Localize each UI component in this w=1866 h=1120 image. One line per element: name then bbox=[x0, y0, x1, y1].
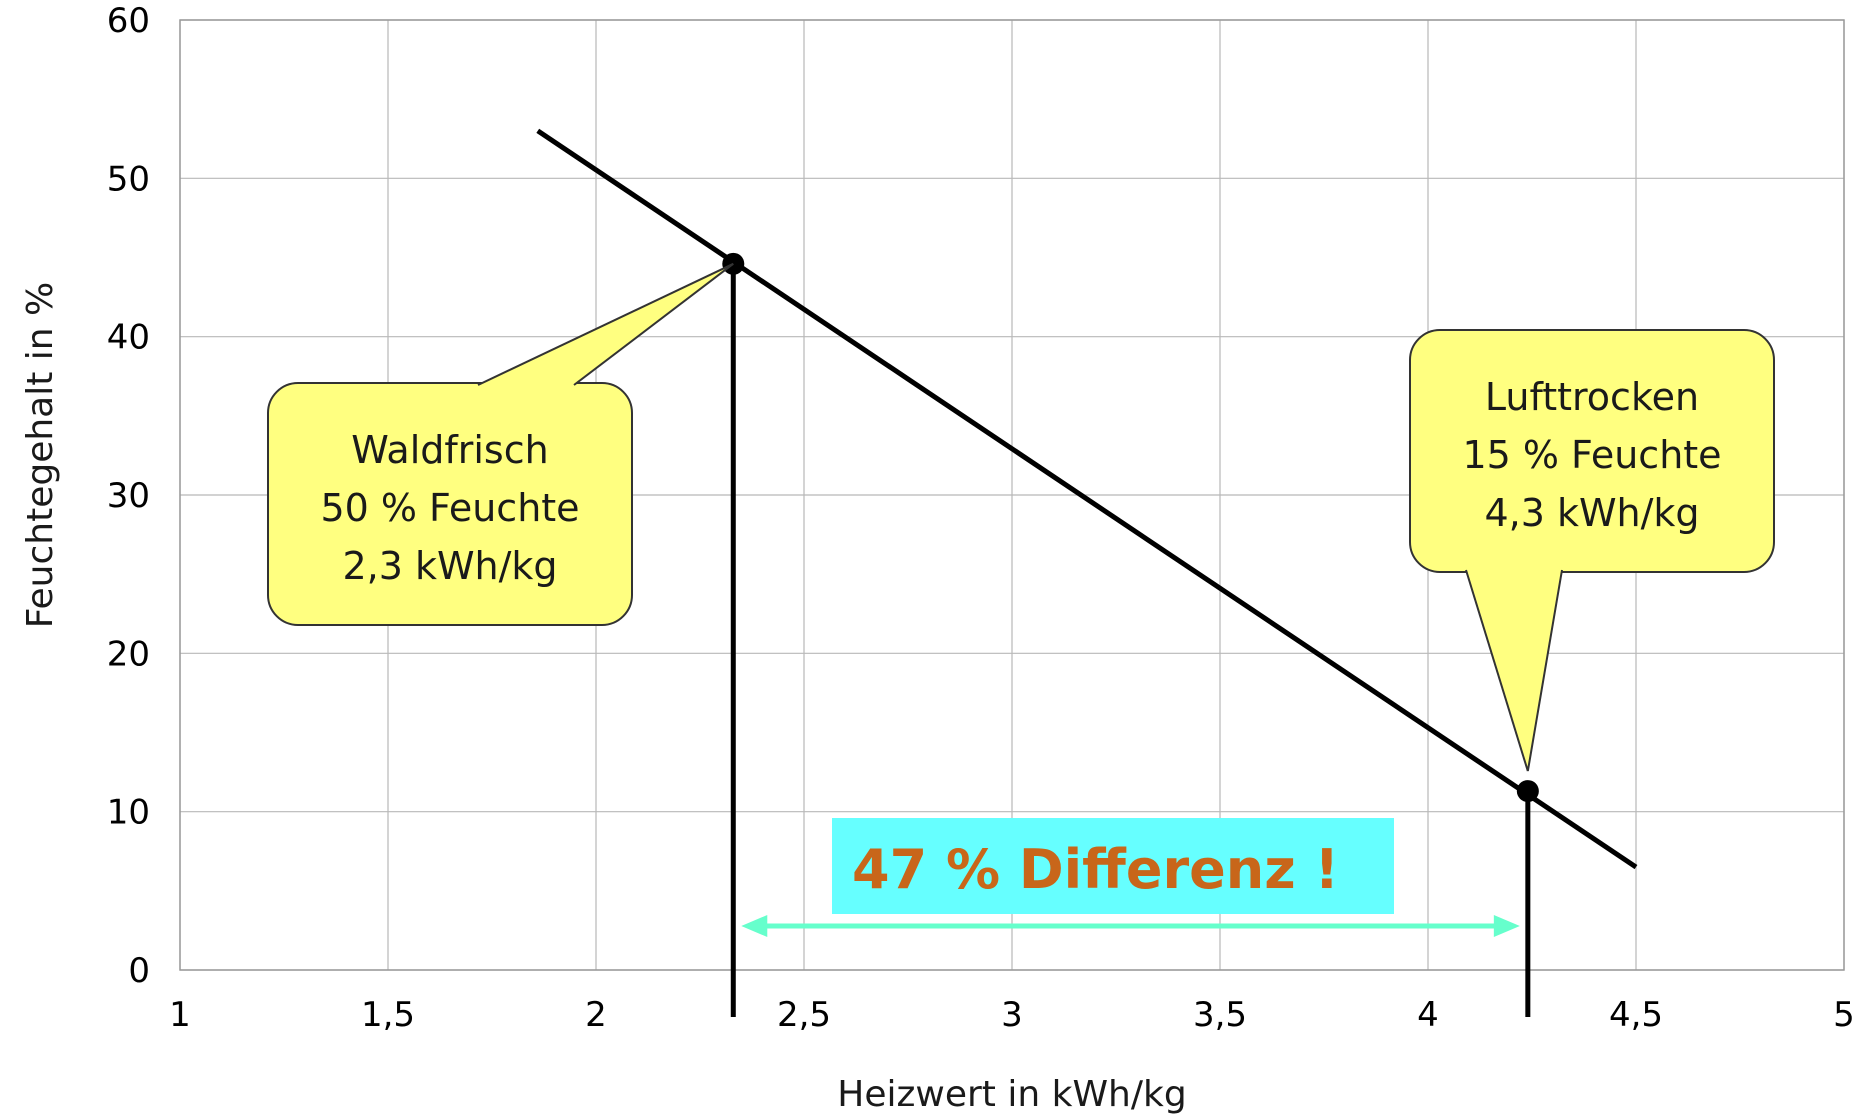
y-tick-label: 0 bbox=[128, 951, 150, 991]
callout-text-line: 2,3 kWh/kg bbox=[342, 544, 557, 588]
data-point bbox=[1516, 780, 1539, 803]
callout-text-line: Waldfrisch bbox=[351, 428, 548, 472]
x-tick-label: 1,5 bbox=[361, 995, 415, 1035]
difference-label-box bbox=[832, 818, 1394, 914]
difference-label: 47 % Differenz ! bbox=[852, 838, 1339, 901]
x-tick-label: 2 bbox=[585, 995, 607, 1035]
callout-text-line: Lufttrocken bbox=[1485, 375, 1699, 419]
trend-line bbox=[536, 128, 1638, 870]
arrow-head-left bbox=[741, 915, 768, 937]
callout-waldfrisch: Waldfrisch 50 % Feuchte 2,3 kWh/kg bbox=[267, 262, 734, 626]
x-tick-label: 1 bbox=[169, 995, 191, 1035]
difference-annotation: 47 % Differenz ! bbox=[741, 818, 1520, 937]
callout-pointer-edge bbox=[1465, 569, 1529, 772]
callout-text-line: 15 % Feuchte bbox=[1462, 433, 1721, 477]
callout-box bbox=[267, 382, 633, 626]
callout-lufttrocken: Lufttrocken 15 % Feuchte 4,3 kWh/kg bbox=[1409, 329, 1775, 772]
y-tick-label: 50 bbox=[107, 159, 150, 199]
y-tick-labels: 0 10 20 30 40 50 60 bbox=[107, 1, 150, 991]
y-axis-title: Feuchtegehalt in % bbox=[20, 282, 61, 628]
marks bbox=[536, 128, 1638, 1017]
plot-frame bbox=[179, 19, 1845, 971]
x-tick-label: 4,5 bbox=[1609, 995, 1663, 1035]
x-tick-label: 3,5 bbox=[1193, 995, 1247, 1035]
y-tick-label: 30 bbox=[107, 476, 150, 516]
y-tick-label: 20 bbox=[107, 634, 150, 674]
callout-pointer-edge bbox=[1526, 569, 1563, 772]
callout-text-line: 50 % Feuchte bbox=[320, 486, 579, 530]
y-tick-label: 40 bbox=[107, 318, 150, 358]
callout-box bbox=[1409, 329, 1775, 573]
callout-pointer-edge bbox=[573, 263, 734, 386]
x-axis-title: Heizwert in kWh/kg bbox=[837, 1074, 1186, 1115]
difference-arrow bbox=[741, 915, 1520, 937]
arrow-head-right bbox=[1493, 915, 1520, 937]
x-tick-label: 2,5 bbox=[777, 995, 831, 1035]
x-tick-label: 5 bbox=[1833, 995, 1855, 1035]
y-tick-label: 10 bbox=[107, 793, 150, 833]
y-tick-label: 60 bbox=[107, 1, 150, 41]
x-tick-label: 4 bbox=[1417, 995, 1439, 1035]
callout-pointer-edge bbox=[477, 262, 734, 386]
callout-text-line: 4,3 kWh/kg bbox=[1484, 491, 1699, 535]
x-tick-label: 3 bbox=[1001, 995, 1023, 1035]
x-tick-labels: 1 1,5 2 2,5 3 3,5 4 4,5 5 bbox=[169, 995, 1855, 1035]
callout-pointer bbox=[1466, 570, 1562, 772]
